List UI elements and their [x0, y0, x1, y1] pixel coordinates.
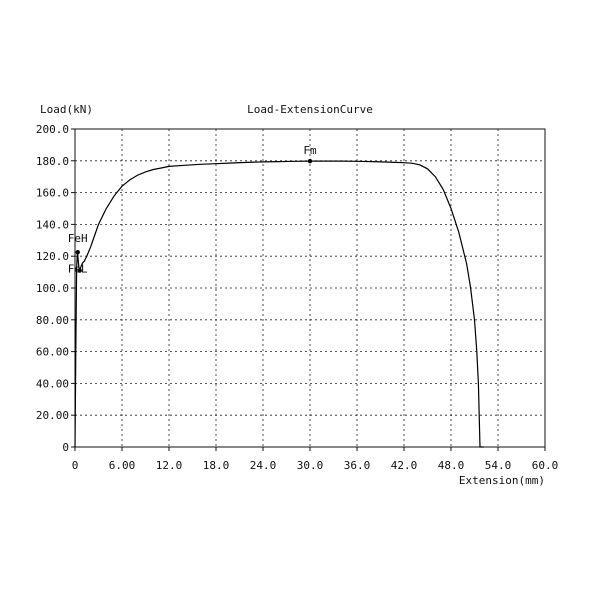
x-tick-label: 6.00 [109, 459, 136, 472]
y-tick-label: 180.0 [36, 155, 69, 168]
annotation-point-fm [307, 158, 313, 164]
grid-lines [75, 129, 545, 447]
annotation-label-feh: FeH [68, 232, 88, 245]
y-tick-label: 20.00 [36, 409, 69, 422]
y-tick-label: 80.00 [36, 314, 69, 327]
x-tick-label: 24.0 [250, 459, 277, 472]
y-tick-label: 200.0 [36, 123, 69, 136]
x-tick-label: 36.0 [344, 459, 371, 472]
y-tick-label: 0 [62, 441, 69, 454]
y-axis-label: Load(kN) [40, 103, 93, 116]
x-tick-label: 30.0 [297, 459, 324, 472]
series-line-load-extension [74, 160, 484, 448]
y-tick-label: 40.00 [36, 377, 69, 390]
axis-tick-labels: 0 6.00 12.0 18.0 24.0 30.0 36.0 42.0 48.0 54.0 60.… [36, 123, 558, 472]
x-axis-label: Extension(mm) [459, 474, 545, 487]
y-tick-label: 140.0 [36, 218, 69, 231]
x-tick-label: 12.0 [156, 459, 183, 472]
annotation-label-fm: Fm [303, 144, 317, 157]
x-tick-label: 54.0 [485, 459, 512, 472]
chart-title: Load-ExtensionCurve [247, 103, 373, 116]
x-tick-label: 42.0 [391, 459, 418, 472]
y-tick-label: 120.0 [36, 250, 69, 263]
annotation-point-fel [77, 268, 82, 273]
x-tick-label: 48.0 [438, 459, 465, 472]
x-tick-label: 60.0 [532, 459, 559, 472]
y-tick-label: 60.00 [36, 346, 69, 359]
y-tick-label: 160.0 [36, 187, 69, 200]
annotation-label-fel: FeL [68, 263, 88, 276]
x-tick-label: 0 [72, 459, 79, 472]
annotation-point-feh [75, 250, 80, 255]
annotation-points: FeH FeL Fm [68, 144, 317, 275]
x-tick-label: 18.0 [203, 459, 230, 472]
y-tick-label: 100.0 [36, 282, 69, 295]
